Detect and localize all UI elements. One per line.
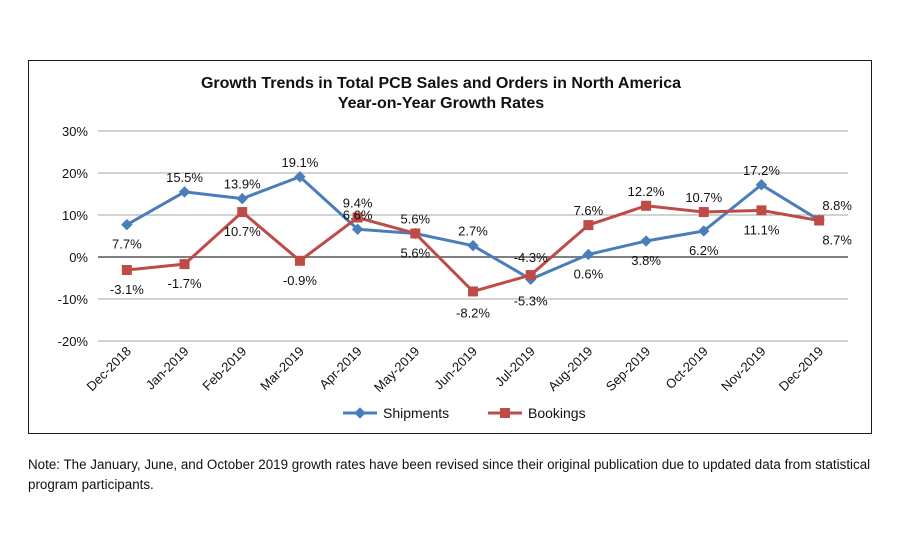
chart-frame <box>28 60 872 434</box>
shipments-data-label: 7.7% <box>112 237 142 252</box>
x-tick-label: Mar-2019 <box>257 344 307 394</box>
x-tick-label: Jan-2019 <box>143 344 192 393</box>
bookings-data-label: 10.7% <box>685 190 722 205</box>
shipments-data-label: 13.9% <box>224 177 261 192</box>
bookings-data-label: -1.7% <box>168 276 202 291</box>
shipments-point <box>755 179 768 191</box>
shipments-point <box>582 248 595 261</box>
shipments-point <box>178 186 191 198</box>
x-tick-label: Nov-2019 <box>718 344 768 394</box>
bookings-point <box>641 200 652 211</box>
chart-subtitle: Year-on-Year Growth Rates <box>338 95 544 112</box>
bookings-point <box>179 259 190 270</box>
bookings-data-label: 9.4% <box>343 196 373 211</box>
bookings-data-label: -3.1% <box>110 282 144 297</box>
bookings-point <box>468 286 478 297</box>
shipments-point <box>698 225 710 237</box>
shipments-data-label: 6.2% <box>689 243 719 258</box>
bookings-point <box>294 255 305 266</box>
bookings-point <box>583 220 594 231</box>
shipments-data-label: 5.6% <box>400 211 430 226</box>
x-tick-label: Apr-2019 <box>316 344 364 392</box>
shipments-point <box>236 192 248 205</box>
legend-label: Shipments <box>383 405 449 421</box>
bookings-data-label: 12.2% <box>628 184 665 199</box>
shipments-data-label: 19.1% <box>281 155 318 170</box>
x-tick-label: Oct-2019 <box>662 344 710 392</box>
shipments-data-label: 6.6% <box>343 207 373 222</box>
shipments-point <box>640 235 652 247</box>
legend-swatch-marker <box>354 407 366 419</box>
x-tick-label: Jun-2019 <box>431 344 480 393</box>
shipments-point <box>351 223 364 235</box>
shipments-data-label: 15.5% <box>166 170 203 185</box>
legend-label: Bookings <box>528 405 586 421</box>
x-tick-label: Dec-2019 <box>776 344 826 394</box>
y-tick-label: -20% <box>58 334 89 349</box>
chart-title: Growth Trends in Total PCB Sales and Ord… <box>201 75 681 92</box>
x-tick-label: Dec-2018 <box>83 344 133 394</box>
bookings-data-label: -4.3% <box>514 250 548 265</box>
bookings-point <box>352 212 363 223</box>
series-markers <box>121 171 825 297</box>
y-tick-label: 0% <box>69 250 88 265</box>
legend: Shipments Bookings <box>343 405 586 421</box>
x-axis-ticks: Dec-2018 Jan-2019 Feb-2019 Mar-2019 Apr-2019… <box>83 344 826 395</box>
x-tick-label: Feb-2019 <box>199 344 249 394</box>
shipments-data-label: 17.2% <box>743 163 780 178</box>
y-axis-ticks: 30% 20% 10% 0% -10% -20% <box>58 124 89 349</box>
legend-swatch-marker <box>500 408 510 418</box>
y-tick-label: 20% <box>62 166 88 181</box>
shipments-point <box>467 239 479 252</box>
shipments-point <box>121 218 133 231</box>
footnote: Note: The January, June, and October 201… <box>28 457 871 492</box>
bookings-point <box>698 207 709 218</box>
y-tick-label: 30% <box>62 124 88 139</box>
shipments-data-label: 8.8% <box>822 198 852 213</box>
shipments-data-label: 3.8% <box>631 253 661 268</box>
x-tick-label: May-2019 <box>371 344 422 395</box>
bookings-data-label: 10.7% <box>224 224 261 239</box>
bookings-data-label: 8.7% <box>822 232 852 247</box>
bookings-point <box>121 265 132 276</box>
data-labels: 7.7% 15.5% 13.9% 19.1% 6.6% 5.6% 2.7% -5.3% 0.6%… <box>110 155 853 321</box>
bookings-data-label: -8.2% <box>456 305 490 320</box>
x-tick-label: Sep-2019 <box>603 344 653 394</box>
bookings-point <box>814 215 825 226</box>
gridlines <box>98 130 848 342</box>
bookings-point <box>525 270 536 281</box>
shipments-data-label: 2.7% <box>458 224 488 239</box>
x-tick-label: Aug-2019 <box>545 344 595 394</box>
shipments-data-label: 0.6% <box>574 266 604 281</box>
bookings-data-label: 7.6% <box>574 203 604 218</box>
bookings-point <box>410 228 421 239</box>
y-tick-label: 10% <box>62 208 88 223</box>
bookings-data-label: -0.9% <box>283 273 317 288</box>
y-tick-label: -10% <box>58 292 89 307</box>
bookings-data-label: 5.6% <box>400 245 430 260</box>
x-tick-label: Jul-2019 <box>492 344 538 390</box>
bookings-point <box>756 205 767 216</box>
shipments-point <box>294 171 306 183</box>
shipments-data-label: -5.3% <box>514 293 548 308</box>
bookings-point <box>237 207 248 218</box>
bookings-data-label: 11.1% <box>744 222 780 237</box>
